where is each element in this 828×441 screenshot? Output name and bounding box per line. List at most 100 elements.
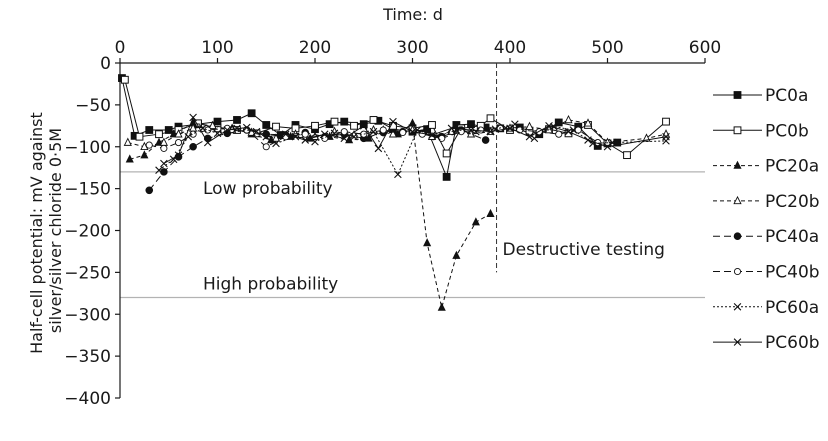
data-point-pc0a xyxy=(213,117,222,126)
x-tick-label: 600 xyxy=(689,38,721,58)
data-point-pc20a xyxy=(423,238,432,247)
data-point-pc0b xyxy=(486,114,495,123)
data-point-pc60a xyxy=(472,127,480,136)
data-point-pc60b xyxy=(506,124,514,133)
data-point-pc40b xyxy=(399,128,407,137)
legend-label-pc60b: PC60b xyxy=(765,333,820,353)
legend-item-pc20a: PC20a xyxy=(713,157,819,177)
legend-label-pc40b: PC40b xyxy=(765,263,820,283)
legend-label-pc20a: PC20a xyxy=(765,157,819,177)
data-point-pc40b xyxy=(301,130,309,138)
data-point-pc0b xyxy=(311,121,319,130)
legend-label-pc40a: PC40a xyxy=(765,227,819,247)
data-point-pc40b xyxy=(438,134,446,142)
x-tick-label: 0 xyxy=(115,38,126,58)
data-point-pc0a xyxy=(442,173,451,181)
data-point-pc40a xyxy=(160,168,168,176)
data-point-pc60b xyxy=(359,122,368,130)
data-point-pc20a xyxy=(471,217,480,226)
data-point-pc0a xyxy=(164,126,173,134)
data-point-pc60b xyxy=(428,131,436,139)
data-point-pc20b xyxy=(564,114,573,124)
data-point-pc60a xyxy=(272,139,280,148)
data-point-pc60b xyxy=(467,126,475,134)
data-point-pc60a xyxy=(350,132,358,141)
data-point-pc60b xyxy=(203,138,212,147)
data-point-pc0b xyxy=(442,149,451,158)
data-point-pc60a xyxy=(213,129,222,138)
data-point-pc40b xyxy=(204,126,212,134)
data-point-pc40b xyxy=(145,141,153,149)
legend-item-pc20b: PC20b xyxy=(713,192,820,212)
data-point-pc60b xyxy=(545,122,553,130)
legend-marker-pc60a xyxy=(733,303,742,311)
data-point-pc60b xyxy=(525,132,534,141)
y-axis-title: Half-cell potential: mV against silver/s… xyxy=(27,107,65,354)
data-point-pc40b xyxy=(262,143,270,151)
data-point-pc60b xyxy=(174,151,183,159)
data-point-pc0b xyxy=(120,75,129,84)
legend: PC0a PC0b PC20a PC20b PC40a PC40b PC60a PC60b xyxy=(713,86,820,353)
x-tick-label: 100 xyxy=(201,38,233,58)
y-tick-label: −350 xyxy=(64,347,111,367)
legend-marker-pc20a xyxy=(733,160,742,169)
data-point-pc60b xyxy=(223,126,232,134)
series-line-pc20b xyxy=(127,119,667,148)
data-point-pc0a xyxy=(233,116,241,124)
legend-label-pc20b: PC20b xyxy=(765,192,820,212)
legend-label-pc60a: PC60a xyxy=(765,298,819,318)
data-point-pc60a xyxy=(184,132,193,141)
data-point-pc60b xyxy=(662,132,670,141)
data-point-pc0a xyxy=(262,121,271,129)
legend-item-pc0a: PC0a xyxy=(713,86,808,106)
data-point-pc40b xyxy=(477,126,485,134)
legend-marker-pc40a xyxy=(733,232,742,241)
data-point-pc40b xyxy=(555,130,563,138)
data-point-pc0b xyxy=(272,122,280,131)
data-point-pc60a xyxy=(155,166,163,174)
data-point-pc0a xyxy=(247,109,256,118)
y-axis-title-line-2: silver/silver chloride 0·5M xyxy=(46,128,65,333)
data-point-pc40b xyxy=(160,144,168,152)
data-point-pc60a xyxy=(394,170,402,179)
legend-item-pc40a: PC40a xyxy=(713,227,819,247)
data-point-pc60a xyxy=(530,134,539,143)
data-point-pc60b xyxy=(564,127,573,136)
data-point-pc60b xyxy=(242,123,251,132)
data-point-pc20b xyxy=(123,137,132,146)
data-point-pc40a xyxy=(145,186,154,195)
data-point-pc60b xyxy=(281,130,290,138)
legend-marker-pc20b xyxy=(733,195,742,205)
data-point-pc60b xyxy=(262,132,271,141)
series-line-pc60b xyxy=(163,116,667,164)
data-point-pc20a xyxy=(140,150,149,159)
legend-item-pc60a: PC60a xyxy=(713,298,819,318)
y-tick-label: −400 xyxy=(64,389,111,409)
series-pc0b xyxy=(120,75,670,160)
data-point-pc20b xyxy=(583,118,593,127)
x-tick-label: 300 xyxy=(396,38,428,58)
data-point-pc60b xyxy=(584,136,592,144)
data-point-pc40a xyxy=(481,136,490,144)
series-pc60b xyxy=(160,113,670,168)
data-point-pc0b xyxy=(350,121,358,130)
data-point-pc40a xyxy=(189,142,197,151)
high-probability-label: High probability xyxy=(203,275,338,295)
data-point-pc60a xyxy=(311,137,319,146)
data-point-pc20b xyxy=(603,137,612,146)
data-point-pc40b xyxy=(360,130,368,138)
data-point-pc0a xyxy=(554,118,563,127)
data-point-pc0b xyxy=(330,117,339,126)
low-probability-label: Low probability xyxy=(203,179,333,199)
data-point-pc60b xyxy=(160,159,168,168)
data-point-pc60b xyxy=(340,134,349,143)
y-tick-label: −200 xyxy=(64,222,111,242)
data-point-pc60b xyxy=(603,142,612,151)
legend-marker-pc0b xyxy=(733,126,742,135)
data-point-pc0a xyxy=(145,126,154,134)
data-point-pc60b xyxy=(389,117,397,126)
data-point-pc60a xyxy=(452,126,461,134)
data-point-pc0b xyxy=(623,151,631,160)
data-point-pc60b xyxy=(189,113,197,122)
